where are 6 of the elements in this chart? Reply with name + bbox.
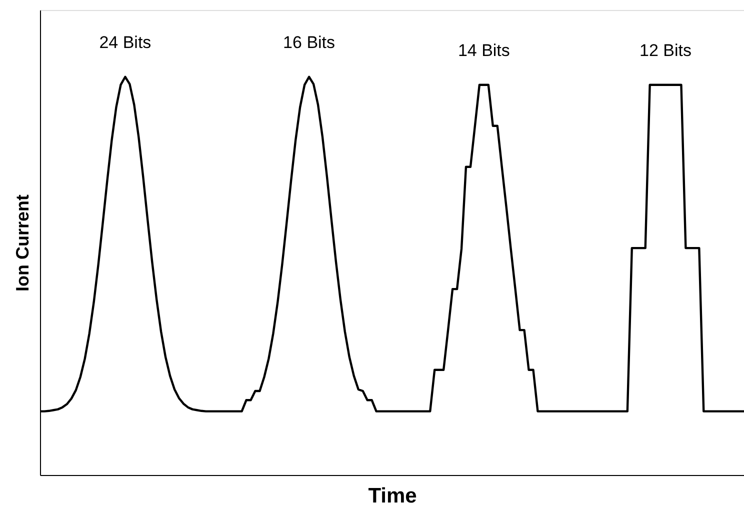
text: 24 Bits [99,32,152,52]
y-axis-title: Ion Current [12,194,32,292]
text: 16 Bits [283,32,336,52]
text: 14 Bits [458,40,510,60]
x-axis-title: Time [368,484,417,508]
text: 12 Bits [640,40,692,60]
